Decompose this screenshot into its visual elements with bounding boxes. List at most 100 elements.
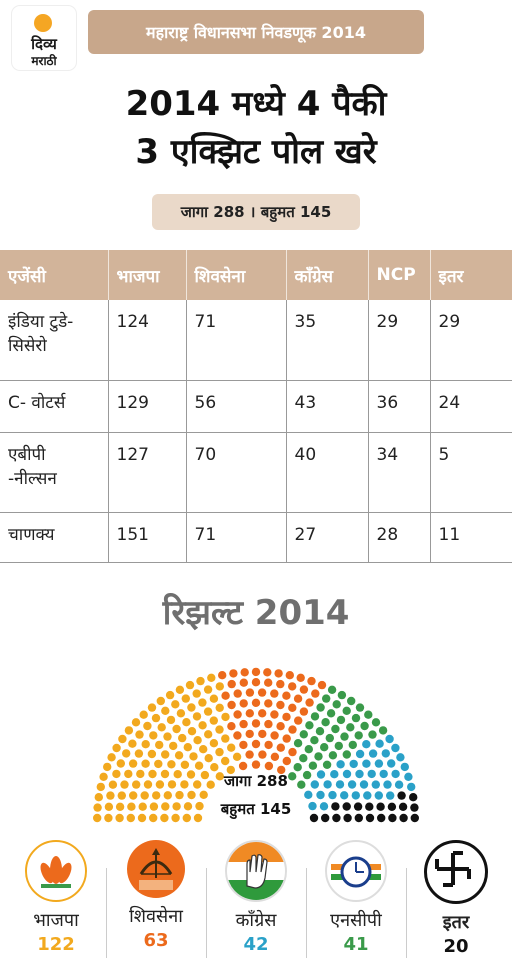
seat-dot-0 <box>193 736 202 745</box>
value-cell: 24 <box>430 380 512 433</box>
seat-dot-0 <box>167 760 176 769</box>
seat-dot-0 <box>143 780 153 789</box>
seat-dot-3 <box>335 780 345 789</box>
seat-dot-3 <box>391 743 400 753</box>
seat-dot-4 <box>309 813 319 823</box>
seat-dot-0 <box>182 813 191 823</box>
seat-dot-0 <box>124 769 133 779</box>
seat-dot-2 <box>332 700 341 709</box>
seat-dot-0 <box>93 813 102 823</box>
seat-dot-1 <box>227 679 236 689</box>
seat-dot-3 <box>355 769 364 779</box>
result-title: रिझल्ट 2014 <box>162 593 350 633</box>
seat-dot-1 <box>276 679 285 689</box>
seat-dot-2 <box>355 703 365 712</box>
seat-dot-0 <box>115 813 124 823</box>
table-row: एबीपी -नील्सन 127 70 40 34 5 <box>0 432 512 513</box>
seat-dot-0 <box>180 760 190 769</box>
value-cell: 35 <box>286 300 369 381</box>
center-label-majority: बहुमत 145 <box>220 800 292 820</box>
headline-line-1: 2014 मध्ये 4 पैकी <box>125 84 387 124</box>
seat-dot-2 <box>322 760 332 769</box>
seat-dot-1 <box>238 761 248 771</box>
seat-dot-3 <box>387 759 396 768</box>
seat-dot-0 <box>135 730 144 739</box>
col-header-congress: काँग्रेस <box>286 250 369 300</box>
table-row: चाणक्य 151 71 27 28 11 <box>0 512 512 563</box>
seat-dot-2 <box>305 721 314 730</box>
sun-icon <box>34 14 52 32</box>
seat-dot-4 <box>410 803 419 812</box>
seat-dot-1 <box>251 739 261 749</box>
seat-dot-0 <box>129 791 138 800</box>
value-cell: 127 <box>108 432 187 513</box>
seat-dot-2 <box>342 706 351 715</box>
seat-dot-3 <box>316 790 325 800</box>
value-cell: 129 <box>108 380 187 433</box>
seat-dot-1 <box>264 678 273 687</box>
seat-dot-0 <box>226 765 235 775</box>
party-seats: 20 <box>443 936 469 957</box>
seat-dot-0 <box>199 790 208 799</box>
seat-dot-1 <box>305 698 314 707</box>
swastika-icon <box>424 840 488 904</box>
seat-dot-1 <box>227 722 236 731</box>
seat-dot-3 <box>386 791 395 800</box>
seat-dot-0 <box>152 791 161 800</box>
divider <box>406 868 407 958</box>
seat-dot-3 <box>400 762 409 772</box>
seat-dot-0 <box>99 772 108 781</box>
seat-dot-2 <box>347 696 356 706</box>
seat-dot-1 <box>285 671 294 680</box>
seat-dot-0 <box>198 698 207 707</box>
seat-dot-0 <box>140 791 149 800</box>
value-cell: 40 <box>286 432 369 513</box>
seat-dot-0 <box>149 813 158 823</box>
divider <box>206 868 207 958</box>
seat-dot-0 <box>221 712 230 722</box>
seat-dot-1 <box>264 719 273 729</box>
table-header-row: एजेंसी भाजपा शिवसेना काँग्रेस NCP इतर <box>0 250 512 300</box>
seat-dot-0 <box>149 802 159 811</box>
seat-dot-1 <box>317 680 327 690</box>
seat-dot-2 <box>354 731 363 740</box>
seat-dot-2 <box>371 718 381 727</box>
seat-dot-0 <box>112 769 121 779</box>
table-row: इंडिया टुडे-सिसेरो 124 71 35 29 29 <box>0 300 512 381</box>
seat-dot-2 <box>331 724 340 734</box>
seat-dot-0 <box>122 749 131 758</box>
seat-dot-1 <box>239 740 248 750</box>
seat-dot-0 <box>192 689 201 698</box>
seat-dot-0 <box>163 732 172 741</box>
seat-dot-3 <box>407 782 416 792</box>
seat-dot-3 <box>396 753 405 762</box>
seat-dot-0 <box>195 801 204 811</box>
seat-dot-3 <box>362 759 371 768</box>
seat-dot-0 <box>215 703 224 712</box>
seat-dot-0 <box>171 700 180 709</box>
seat-dot-1 <box>299 685 309 694</box>
seat-dot-0 <box>182 718 191 727</box>
seat-dot-2 <box>321 718 330 727</box>
seat-dot-3 <box>308 801 317 811</box>
seat-dot-0 <box>132 780 141 789</box>
seat-dot-1 <box>257 688 267 697</box>
seat-dot-1 <box>288 703 297 712</box>
seat-dot-2 <box>348 740 357 750</box>
seat-dot-1 <box>264 699 273 708</box>
seat-dot-0 <box>155 780 165 789</box>
seat-dot-2 <box>346 723 355 732</box>
seat-dot-2 <box>302 770 312 780</box>
seat-dot-2 <box>334 741 343 751</box>
seat-dot-0 <box>172 802 181 811</box>
seat-dot-1 <box>270 731 279 740</box>
seat-dot-0 <box>204 754 213 763</box>
clock-icon <box>325 840 387 902</box>
center-label-seats: जागा 288 <box>223 772 288 790</box>
seat-hemicycle-chart: जागा 288 बहुमत 145 <box>93 667 419 823</box>
seat-dot-1 <box>294 716 303 725</box>
seat-dot-3 <box>391 769 400 779</box>
seat-dot-0 <box>221 734 230 743</box>
value-cell: 28 <box>368 512 431 563</box>
seat-dot-0 <box>175 790 184 800</box>
